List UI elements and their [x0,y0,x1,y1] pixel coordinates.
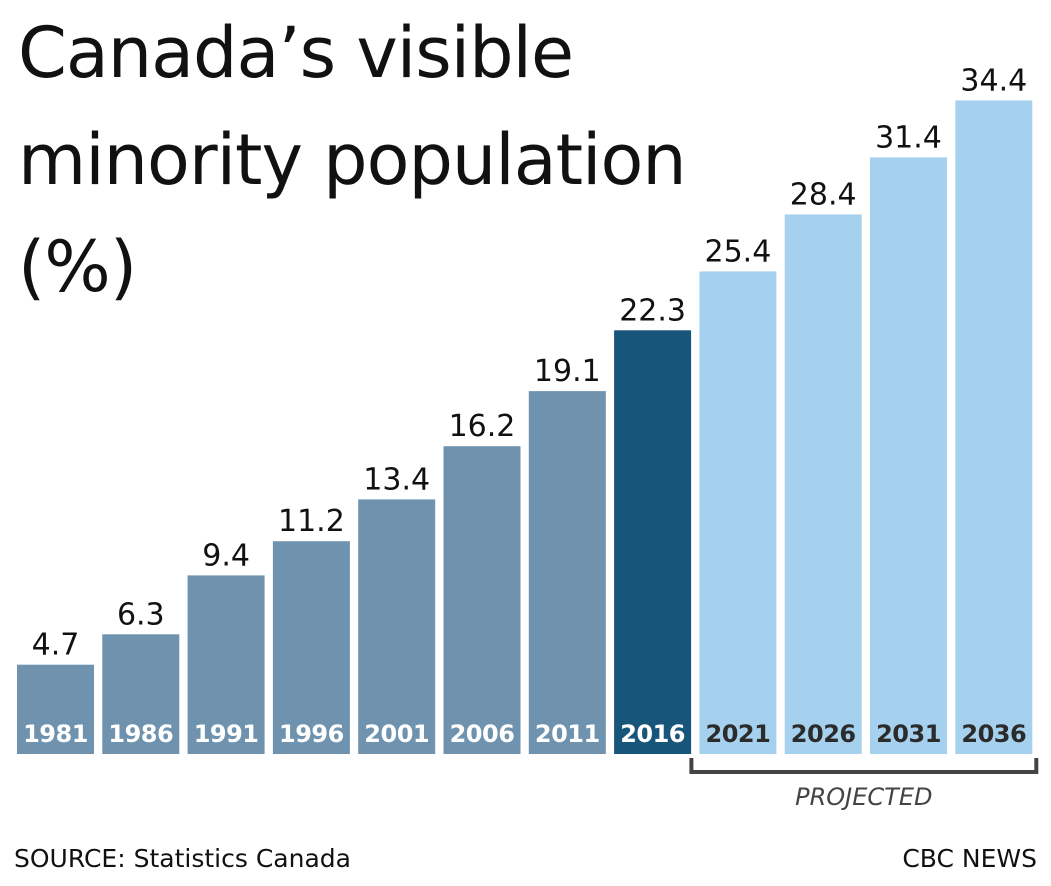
category-label-1996: 1996 [279,720,344,748]
bar-2026 [784,214,862,754]
bar-1981 [17,664,94,754]
projected-label: PROJECTED [795,783,932,811]
bar-1986 [102,634,180,754]
value-label-2031: 31.4 [875,120,942,155]
bar-2006 [443,446,521,754]
bar-2011 [528,391,606,754]
category-label-1991: 1991 [194,720,259,748]
value-label-2016: 22.3 [619,293,686,328]
value-label-2021: 25.4 [705,234,772,269]
category-label-1981: 1981 [23,720,88,748]
chart-title-line-2: minority population [18,119,687,201]
value-label-1981: 4.7 [32,628,80,663]
bar-2036 [955,100,1033,754]
projected-bracket: PROJECTED [689,758,1039,811]
projected-bracket-line [689,758,1039,774]
bar-chart: 4.7 1981 6.3 1986 9.4 1991 11.2 1996 13.4 2001 16.… [17,63,1039,811]
category-label-1986: 1986 [108,720,173,748]
bar-1991 [187,575,265,754]
value-label-2026: 28.4 [790,177,857,212]
source-note: SOURCE: Statistics Canada [14,844,351,873]
bar-2021 [699,271,777,754]
bar-2016 [614,330,692,754]
chart-title-line-1: Canada’s visible [18,12,574,94]
brand-logo-text: CBC NEWS [902,844,1037,873]
bar-2031 [870,157,947,754]
chart-title-line-3: (%) [18,226,137,308]
category-label-2031: 2031 [876,720,941,748]
value-label-2011: 19.1 [534,354,601,389]
bar-group: 4.7 1981 6.3 1986 9.4 1991 11.2 1996 13.4 2001 16.… [17,63,1033,754]
value-label-1996: 11.2 [278,504,345,539]
category-label-2006: 2006 [450,720,515,748]
category-label-2011: 2011 [535,720,600,748]
value-label-2036: 34.4 [960,63,1027,98]
value-label-2001: 13.4 [363,462,430,497]
value-label-1986: 6.3 [117,597,165,632]
category-label-2001: 2001 [364,720,429,748]
chart-title: Canada’s visible minority population (%) [18,0,778,321]
bar-2001 [358,499,436,754]
category-label-2036: 2036 [961,720,1026,748]
category-label-2021: 2021 [706,720,771,748]
value-label-2006: 16.2 [449,409,516,444]
category-label-2016: 2016 [620,720,685,748]
value-label-1991: 9.4 [202,538,250,573]
category-label-2026: 2026 [791,720,856,748]
bar-1996 [272,541,350,754]
